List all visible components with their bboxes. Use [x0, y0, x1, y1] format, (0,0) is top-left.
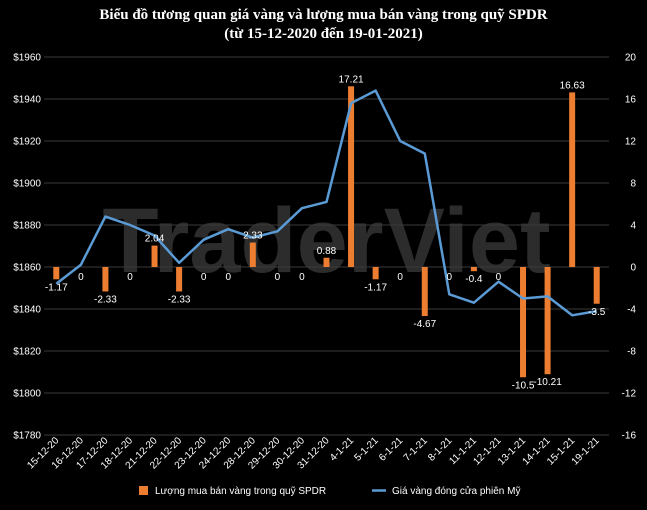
- right-axis-tick-label: 0: [630, 263, 636, 274]
- bar-data-label: 0: [127, 272, 133, 283]
- bar-data-label: 2.04: [145, 234, 165, 245]
- bar-data-label: 0: [496, 272, 502, 283]
- bar-data-label: 2.33: [243, 231, 263, 242]
- left-axis-tick-label: $1880: [13, 221, 41, 232]
- chart-title: Biểu đồ tương quan giá vàng và lượng mua…: [0, 6, 647, 44]
- bar-data-label: -0.4: [465, 274, 483, 285]
- x-axis-tick-label: 19-1-21: [570, 435, 602, 467]
- bar-data-label: 0: [201, 272, 207, 283]
- right-axis-tick-label: -4: [627, 305, 636, 316]
- bar-data-label: -2.33: [168, 294, 191, 305]
- x-axis-tick-label: 6-1-21: [377, 435, 406, 464]
- right-axis-tick-label: -8: [627, 347, 636, 358]
- bar-data-label: 0: [225, 272, 231, 283]
- bar: [421, 267, 428, 317]
- watermark-text: TraderViet: [102, 190, 550, 292]
- bar-data-label: -3.5: [588, 307, 606, 318]
- left-axis-tick-label: $1780: [13, 431, 41, 442]
- bar: [593, 267, 600, 304]
- bar-data-label: 0: [397, 272, 403, 283]
- legend-line-label: Giá vàng đóng cửa phiên Mỹ: [392, 485, 520, 497]
- bar-data-label: 0.88: [317, 246, 337, 257]
- left-axis-tick-label: $1900: [13, 179, 41, 190]
- bar: [372, 267, 379, 280]
- left-axis-tick-label: $1940: [13, 95, 41, 106]
- legend-bar-label: Lượng mua bán vàng trong quỹ SPDR: [155, 486, 326, 497]
- bar: [520, 267, 527, 378]
- bar-data-label: -4.67: [413, 319, 436, 330]
- right-axis-tick-label: 12: [625, 137, 637, 148]
- line-series: [55, 89, 597, 317]
- right-axis-tick-label: 4: [630, 221, 636, 232]
- bar: [151, 245, 158, 267]
- bar: [348, 86, 355, 267]
- bar-data-label: -10.21: [533, 377, 562, 388]
- bar-data-label: 0: [447, 272, 453, 283]
- bar-data-label: -1.17: [364, 282, 387, 293]
- left-axis-tick-label: $1840: [13, 305, 41, 316]
- left-axis-tick-label: $1960: [13, 53, 41, 64]
- legend-bar-swatch: [139, 486, 148, 495]
- bar: [470, 267, 477, 272]
- bar-data-label: 16.63: [560, 80, 585, 91]
- right-axis-tick-label: -16: [622, 431, 637, 442]
- right-axis-tick-label: 20: [625, 53, 637, 64]
- x-axis-tick-label: 7-1-21: [402, 435, 431, 464]
- left-axis-tick-label: $1860: [13, 263, 41, 274]
- bar-data-label: 0: [78, 272, 84, 283]
- right-axis-tick-label: 16: [625, 95, 637, 106]
- left-axis-tick-label: $1920: [13, 137, 41, 148]
- bar: [53, 267, 60, 280]
- bar-data-label: -10.5: [512, 380, 535, 391]
- bar: [544, 267, 551, 375]
- bar: [323, 257, 330, 267]
- right-axis-tick-label: -12: [622, 389, 637, 400]
- right-axis-tick-label: 8: [630, 179, 636, 190]
- left-axis-tick-label: $1820: [13, 347, 41, 358]
- bar-data-label: 0: [275, 272, 281, 283]
- bar: [176, 267, 183, 292]
- chart-title-line2: (từ 15-12-2020 đến 19-01-2021): [224, 26, 423, 42]
- x-axis-tick-label: 4-1-21: [328, 435, 357, 464]
- bar: [249, 242, 256, 267]
- bar-data-label: 0: [299, 272, 305, 283]
- bar: [569, 92, 576, 267]
- left-axis-tick-label: $1800: [13, 389, 41, 400]
- bar-data-label: 17.21: [339, 74, 364, 85]
- chart-title-line1: Biểu đồ tương quan giá vàng và lượng mua…: [99, 7, 548, 23]
- bar: [102, 267, 109, 292]
- x-axis-tick-label: 5-1-21: [353, 435, 382, 464]
- bar-data-label: -2.33: [94, 294, 117, 305]
- bar-data-label: -1.17: [45, 282, 68, 293]
